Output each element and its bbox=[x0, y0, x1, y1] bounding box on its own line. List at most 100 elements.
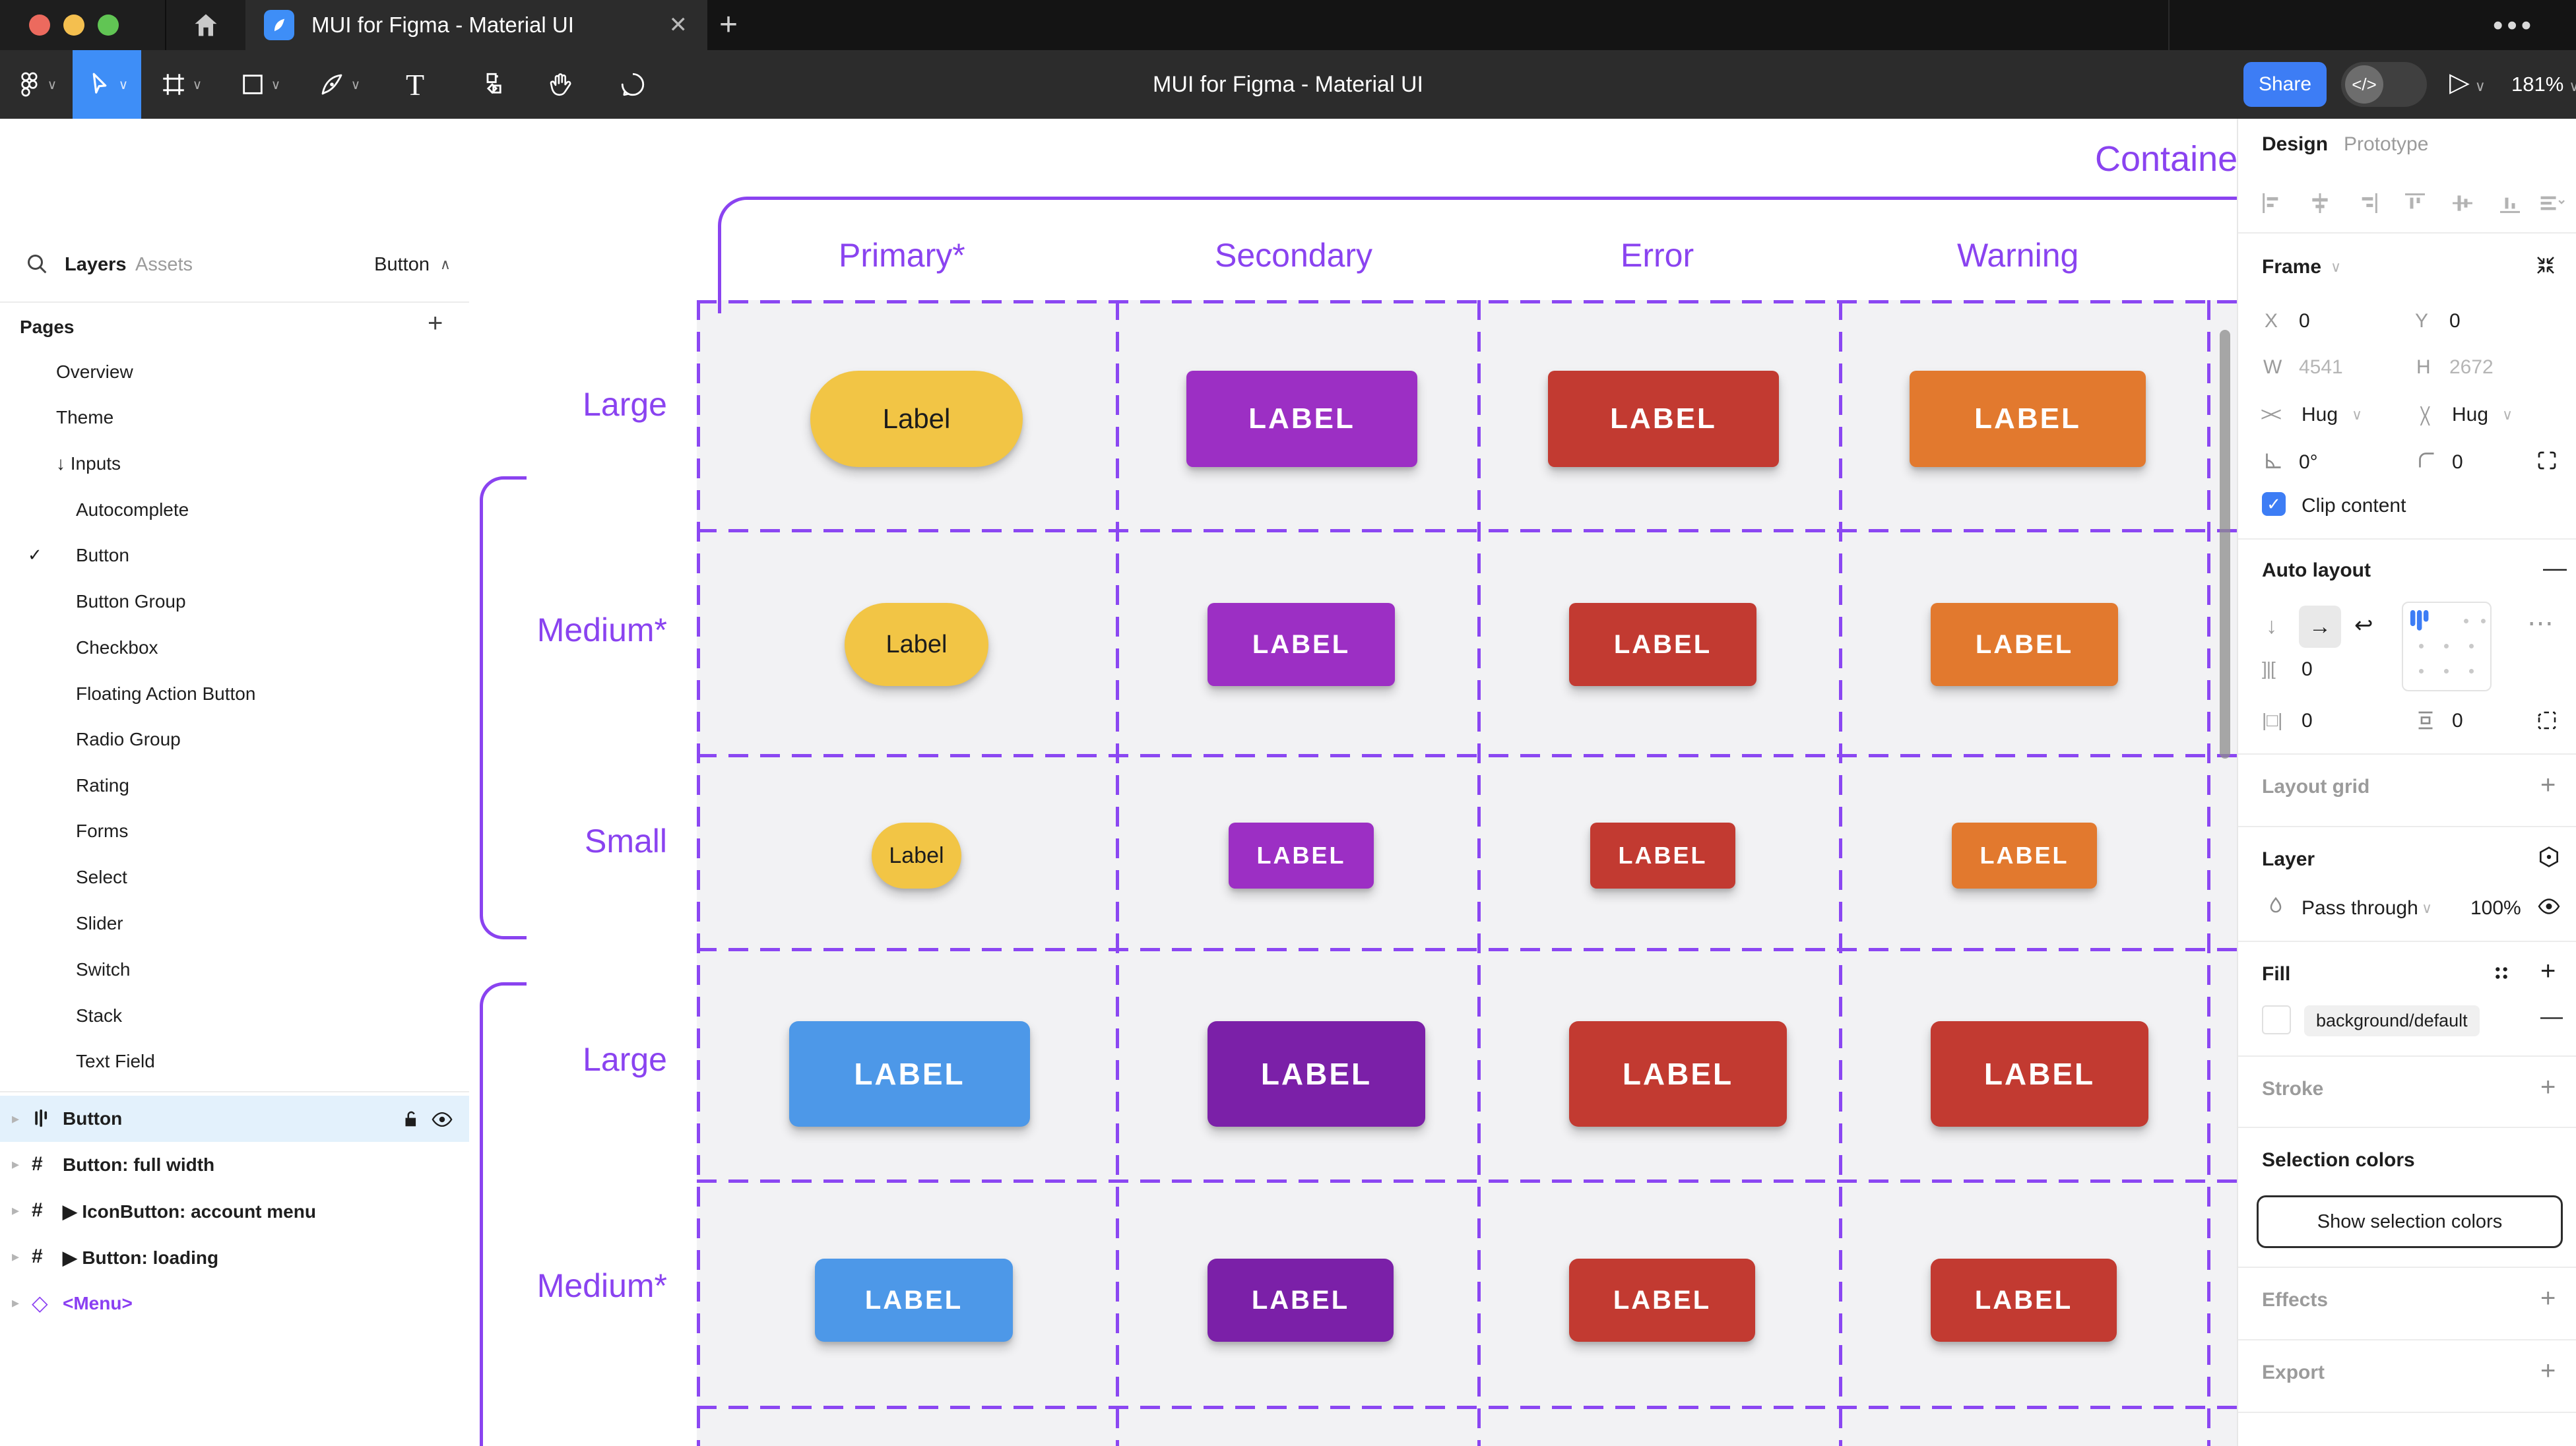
button-error-medium[interactable]: LABEL bbox=[1569, 603, 1756, 686]
eye-icon[interactable] bbox=[2536, 895, 2561, 918]
button-error-medium-2[interactable]: LABEL bbox=[1569, 1259, 1755, 1342]
layer-style-icon[interactable] bbox=[2536, 844, 2561, 869]
file-tab[interactable]: MUI for Figma - Material UI ✕ bbox=[245, 0, 707, 50]
eye-icon[interactable] bbox=[430, 1108, 454, 1131]
page-item-radio-group[interactable]: Radio Group bbox=[76, 729, 181, 749]
hand-tool-button[interactable] bbox=[524, 50, 596, 119]
remove-fill-button[interactable]: — bbox=[2540, 1004, 2563, 1029]
independent-corners-icon[interactable] bbox=[2535, 449, 2559, 472]
page-item-rating[interactable]: Rating bbox=[76, 775, 129, 796]
canvas[interactable]: Contained Primary* Secondary Error Warni… bbox=[469, 119, 2237, 1446]
button-primary-small[interactable]: Label bbox=[872, 823, 961, 889]
opacity-value[interactable]: 100% bbox=[2470, 897, 2521, 919]
button-error-large[interactable]: LABEL bbox=[1548, 371, 1779, 467]
new-tab-button[interactable]: + bbox=[719, 7, 738, 42]
blend-mode-value[interactable]: Pass through bbox=[2302, 897, 2418, 919]
button-warning-medium[interactable]: LABEL bbox=[1931, 603, 2118, 686]
add-page-button[interactable]: + bbox=[428, 309, 443, 338]
page-item-inputs[interactable]: ↓ Inputs bbox=[56, 453, 121, 474]
add-export-button[interactable]: + bbox=[2540, 1356, 2556, 1385]
dev-mode-toggle[interactable]: </> bbox=[2341, 62, 2427, 107]
hug-h-value[interactable]: Hug bbox=[2302, 404, 2338, 425]
add-layout-grid-button[interactable]: + bbox=[2540, 770, 2556, 800]
align-right-icon[interactable] bbox=[2354, 190, 2381, 216]
button-secondary-small[interactable]: LABEL bbox=[1229, 823, 1374, 889]
shape-tool-button[interactable]: ∨ bbox=[220, 50, 300, 119]
button-error-large-2[interactable]: LABEL bbox=[1569, 1021, 1787, 1127]
pen-tool-button[interactable]: ∨ bbox=[300, 50, 379, 119]
styles-icon[interactable] bbox=[2490, 962, 2513, 984]
fill-color-swatch[interactable] bbox=[2262, 1005, 2291, 1034]
button-primary-medium-2[interactable]: LABEL bbox=[815, 1259, 1013, 1342]
page-item-select[interactable]: Select bbox=[76, 867, 127, 887]
layer-item-menu-instance[interactable]: <Menu> bbox=[63, 1293, 133, 1313]
x-value[interactable]: 0 bbox=[2299, 310, 2310, 332]
button-primary-large-2[interactable]: LABEL bbox=[789, 1021, 1030, 1127]
page-item-button[interactable]: Button bbox=[76, 545, 129, 565]
button-primary-large[interactable]: Label bbox=[810, 371, 1023, 467]
tab-prototype[interactable]: Prototype bbox=[2344, 133, 2429, 155]
button-warning-large[interactable]: LABEL bbox=[1910, 371, 2146, 467]
frame-section-header[interactable]: Frame bbox=[2262, 256, 2322, 278]
h-value[interactable]: 2672 bbox=[2449, 356, 2494, 378]
expand-chevron-icon[interactable]: ▸ bbox=[12, 1294, 20, 1311]
layer-item-button-full-width[interactable]: Button: full width bbox=[63, 1154, 215, 1175]
page-item-autocomplete[interactable]: Autocomplete bbox=[76, 499, 189, 520]
show-selection-colors-button[interactable]: Show selection colors bbox=[2257, 1195, 2563, 1248]
close-window-button[interactable] bbox=[29, 15, 50, 36]
align-h-center-icon[interactable] bbox=[2307, 190, 2333, 216]
button-secondary-large[interactable]: LABEL bbox=[1186, 371, 1417, 467]
align-v-center-icon[interactable] bbox=[2449, 190, 2476, 216]
alignment-grid[interactable] bbox=[2402, 602, 2492, 691]
page-item-forms[interactable]: Forms bbox=[76, 821, 129, 841]
page-item-checkbox[interactable]: Checkbox bbox=[76, 637, 158, 658]
layer-item-button-loading[interactable]: ▶ Button: loading bbox=[63, 1247, 219, 1268]
tab-design[interactable]: Design bbox=[2262, 133, 2329, 155]
page-selector[interactable]: Button bbox=[374, 254, 430, 275]
close-tab-icon[interactable]: ✕ bbox=[668, 13, 688, 38]
fill-token-chip[interactable]: background/default bbox=[2304, 1005, 2480, 1036]
button-warning-small[interactable]: LABEL bbox=[1952, 823, 2097, 889]
button-secondary-medium[interactable]: LABEL bbox=[1208, 603, 1395, 686]
page-item-slider[interactable]: Slider bbox=[76, 913, 123, 933]
page-item-button-group[interactable]: Button Group bbox=[76, 591, 186, 612]
direction-down-icon[interactable]: ↓ bbox=[2266, 613, 2277, 639]
move-tool-button[interactable]: ∨ bbox=[73, 50, 141, 119]
button-warning-medium-2[interactable]: LABEL bbox=[1931, 1259, 2117, 1342]
expand-chevron-icon[interactable]: ▸ bbox=[12, 1248, 20, 1265]
comment-tool-button[interactable] bbox=[596, 50, 669, 119]
window-more-menu[interactable]: ••• bbox=[2493, 9, 2536, 42]
layer-item-iconbutton-account-menu[interactable]: ▶ IconButton: account menu bbox=[63, 1201, 316, 1222]
align-top-icon[interactable] bbox=[2402, 190, 2428, 216]
text-tool-button[interactable]: T bbox=[379, 50, 451, 119]
resources-tool-button[interactable] bbox=[451, 50, 524, 119]
remove-auto-layout-button[interactable]: — bbox=[2543, 554, 2567, 581]
frame-tool-button[interactable]: ∨ bbox=[141, 50, 220, 119]
hug-v-value[interactable]: Hug bbox=[2452, 404, 2489, 425]
add-fill-button[interactable]: + bbox=[2540, 957, 2556, 986]
button-primary-medium[interactable]: Label bbox=[845, 603, 988, 686]
clip-content-checkbox[interactable]: ✓ bbox=[2262, 492, 2286, 516]
layer-item-button[interactable]: Button bbox=[63, 1108, 123, 1129]
wrap-icon[interactable]: ↩ bbox=[2354, 613, 2373, 638]
padding-v-value[interactable]: 0 bbox=[2452, 710, 2463, 732]
corner-radius-value[interactable]: 0 bbox=[2452, 451, 2463, 473]
search-icon[interactable] bbox=[24, 251, 50, 277]
auto-layout-more-icon[interactable]: ⋯ bbox=[2527, 609, 2554, 638]
align-bottom-icon[interactable] bbox=[2497, 190, 2523, 216]
button-secondary-large-2[interactable]: LABEL bbox=[1208, 1021, 1425, 1127]
share-button[interactable]: Share bbox=[2243, 62, 2327, 107]
padding-h-value[interactable]: 0 bbox=[2302, 710, 2313, 732]
canvas-scrollbar[interactable] bbox=[2220, 330, 2230, 759]
rotation-value[interactable]: 0° bbox=[2299, 451, 2318, 473]
button-secondary-medium-2[interactable]: LABEL bbox=[1208, 1259, 1394, 1342]
add-stroke-button[interactable]: + bbox=[2540, 1073, 2556, 1102]
distribute-icon[interactable] bbox=[2536, 190, 2567, 216]
w-value[interactable]: 4541 bbox=[2299, 356, 2343, 378]
expand-chevron-icon[interactable]: ▸ bbox=[12, 1156, 20, 1172]
page-item-text-field[interactable]: Text Field bbox=[76, 1051, 155, 1071]
home-tab[interactable] bbox=[165, 0, 245, 50]
y-value[interactable]: 0 bbox=[2449, 310, 2461, 332]
tab-assets[interactable]: Assets bbox=[135, 254, 193, 275]
page-item-fab[interactable]: Floating Action Button bbox=[76, 683, 256, 704]
